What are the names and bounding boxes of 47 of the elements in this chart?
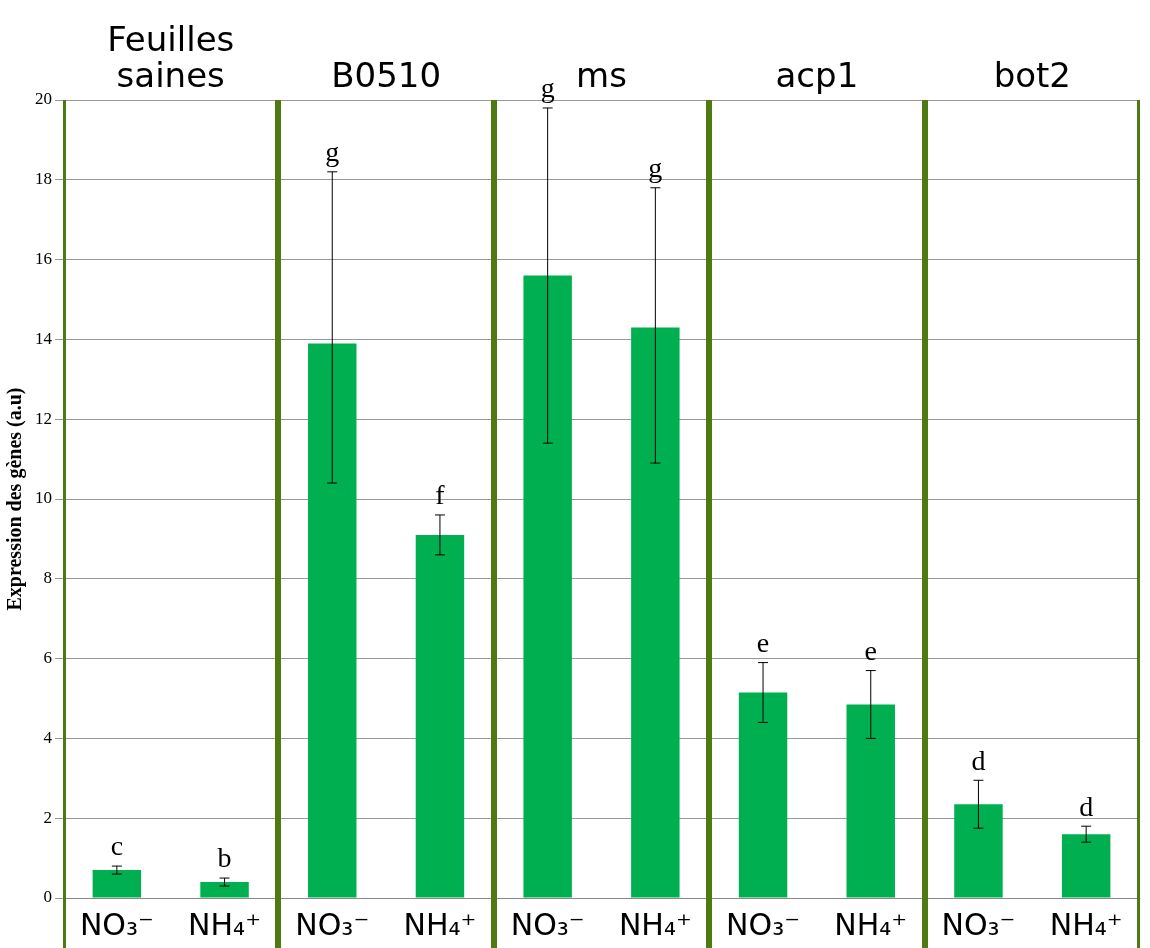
- annotation: d: [971, 744, 986, 776]
- bar: [523, 275, 572, 898]
- annotation: c: [110, 830, 124, 862]
- bar: [738, 692, 788, 898]
- bar: [415, 534, 465, 898]
- y-tick-label: 0: [43, 887, 52, 907]
- text: acp1: [775, 54, 859, 95]
- bar: [1061, 834, 1111, 898]
- text: bot2: [993, 54, 1071, 95]
- annotation: g: [648, 152, 663, 184]
- annotation: e: [756, 626, 770, 658]
- annotation: g: [325, 136, 340, 168]
- y-tick-label: 8: [43, 568, 52, 588]
- x-tick-label: NH₄⁺: [403, 906, 477, 942]
- y-tick-label: 2: [43, 807, 52, 827]
- y-tick-label: 16: [35, 249, 52, 269]
- annotation: e: [864, 634, 877, 666]
- x-tick-label: NO₃⁻: [510, 906, 585, 942]
- y-tick-label: 12: [35, 408, 52, 428]
- y-tick-label: 10: [35, 488, 52, 508]
- annotation: d: [1079, 790, 1094, 822]
- bar: [200, 882, 249, 898]
- y-tick-label: 14: [35, 328, 53, 348]
- x-tick-label: NH₄⁺: [834, 906, 908, 942]
- y-axis-title: Expression des gènes (a.u): [3, 387, 27, 611]
- bar: [954, 804, 1003, 898]
- x-tick-label: NH₄⁺: [1049, 906, 1123, 942]
- y-tick-label: 20: [35, 89, 52, 109]
- bar: [92, 870, 142, 898]
- bar: [846, 704, 895, 898]
- x-tick-label: NO₃⁻: [726, 906, 801, 942]
- text: Feuilles saines: [107, 18, 235, 95]
- annotation: g: [540, 72, 555, 104]
- y-tick-label: 6: [43, 648, 52, 668]
- x-tick-label: NO₃⁻: [295, 906, 370, 942]
- y-tick-label: 4: [43, 727, 53, 747]
- y-tick-label: 18: [35, 169, 52, 189]
- x-tick-label: NO₃⁻: [79, 906, 154, 942]
- annotation: b: [217, 842, 232, 874]
- x-tick-label: NO₃⁻: [941, 906, 1016, 942]
- bar: [308, 343, 357, 898]
- text: B0510: [331, 54, 442, 95]
- annotation: f: [435, 479, 446, 511]
- x-tick-label: NH₄⁺: [618, 906, 692, 942]
- text: ms: [576, 54, 627, 95]
- bar: [631, 327, 680, 898]
- x-tick-label: NH₄⁺: [188, 906, 261, 942]
